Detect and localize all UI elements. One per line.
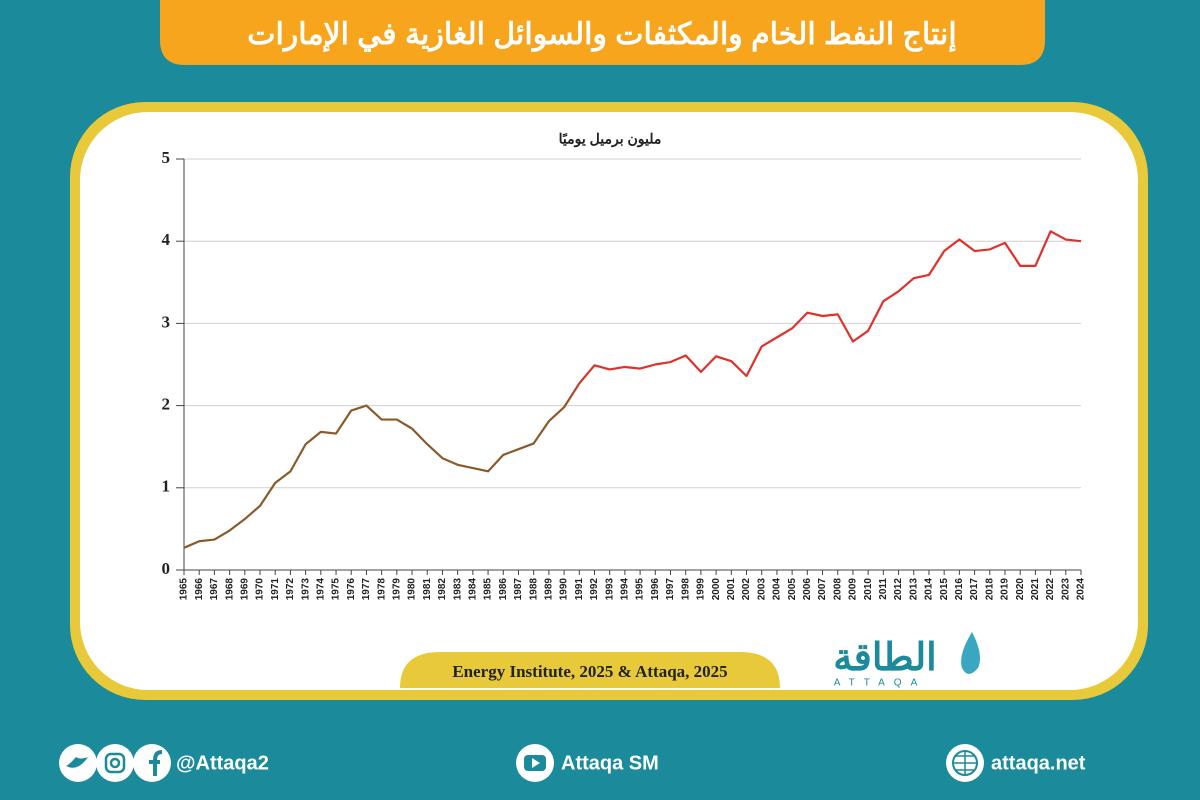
x-tick-label: 1979 xyxy=(391,578,402,601)
x-tick-label: 1997 xyxy=(665,578,676,601)
instagram-lens xyxy=(109,757,121,769)
x-tick-label: 2009 xyxy=(848,578,859,601)
x-tick-label: 1987 xyxy=(513,578,524,601)
x-tick-label: 1991 xyxy=(574,578,585,601)
x-tick-label: 2004 xyxy=(772,578,783,601)
x-tick-label: 2014 xyxy=(924,578,935,601)
x-tick-label: 2001 xyxy=(726,578,737,601)
social-handle[interactable]: @Attaqa2 xyxy=(176,752,269,774)
youtube-handle[interactable]: Attaqa SM xyxy=(561,752,659,774)
x-tick-label: 2008 xyxy=(832,578,843,601)
x-tick-label: 2006 xyxy=(802,578,813,601)
x-tick-label: 2017 xyxy=(969,578,980,601)
x-tick-label: 2021 xyxy=(1030,578,1041,601)
logo-latin: ATTAQA xyxy=(834,678,927,689)
y-tick-label: 1 xyxy=(162,477,171,496)
x-tick-label: 1995 xyxy=(635,578,646,601)
x-tick-label: 1967 xyxy=(209,578,220,601)
data-line xyxy=(183,230,1082,549)
x-tick-label: 1998 xyxy=(680,578,691,601)
logo-drop xyxy=(961,632,980,674)
x-tick-label: 1976 xyxy=(346,578,357,601)
x-tick-label: 2013 xyxy=(908,578,919,601)
x-tick-label: 1969 xyxy=(239,578,250,601)
y-tick-label: 3 xyxy=(162,312,171,331)
x-tick-label: 1990 xyxy=(559,578,570,601)
x-tick-label: 1977 xyxy=(361,578,372,601)
y-tick-label: 2 xyxy=(162,395,171,414)
x-tick-label: 1968 xyxy=(224,578,235,601)
y-tick-label: 0 xyxy=(162,559,171,578)
x-tick-label: 2007 xyxy=(817,578,828,601)
x-tick-label: 2003 xyxy=(756,578,767,601)
y-tick-label: 4 xyxy=(162,230,171,249)
x-tick-label: 2023 xyxy=(1060,578,1071,601)
x-tick-label: 1993 xyxy=(604,578,615,601)
web-link[interactable]: attaqa.net xyxy=(991,752,1086,774)
x-tick-label: 2015 xyxy=(939,578,950,601)
x-tick-label: 1985 xyxy=(483,578,494,601)
x-tick-label: 1972 xyxy=(285,578,296,601)
x-tick-label: 1988 xyxy=(528,578,539,601)
twitter-glyph xyxy=(66,757,88,768)
card xyxy=(80,112,1138,690)
x-tick-label: 2022 xyxy=(1045,578,1056,601)
x-tick-label: 1983 xyxy=(452,578,463,601)
x-tick-label: 1970 xyxy=(255,578,266,601)
instagram-glyph xyxy=(104,752,126,774)
x-tick-label: 1982 xyxy=(437,578,448,601)
title: إنتاج النفط الخام والمكثفات والسوائل الغ… xyxy=(247,18,957,53)
youtube-play xyxy=(532,758,540,768)
title-banner xyxy=(160,0,1045,65)
x-tick-label: 1971 xyxy=(270,578,281,601)
x-tick-label: 1992 xyxy=(589,578,600,601)
x-tick-label: 2018 xyxy=(984,578,995,601)
y-tick-label: 5 xyxy=(162,148,171,167)
facebook-glyph xyxy=(149,750,163,776)
source-tab xyxy=(400,652,780,688)
instagram-icon[interactable] xyxy=(96,744,134,782)
x-tick-label: 1999 xyxy=(696,578,707,601)
plot: 0 1 2 3 4 5 1965 1966 1967 1968 1969 1970 1971 1972 19… xyxy=(162,148,1087,600)
x-tick-label: 1981 xyxy=(422,578,433,601)
x-tick-label: 2020 xyxy=(1015,578,1026,601)
x-tick-label: 2010 xyxy=(863,578,874,601)
y-axis-label: مليون برميل يوميًا xyxy=(559,131,662,148)
x-tick-label: 2024 xyxy=(1076,578,1087,601)
x-tick-label: 1996 xyxy=(650,578,661,601)
x-tick-label: 1973 xyxy=(300,578,311,601)
logo-name: الطاقة xyxy=(833,637,936,679)
x-tick-label: 1978 xyxy=(376,578,387,601)
x-tick-label: 2000 xyxy=(711,578,722,601)
x-tick-label: 1975 xyxy=(331,578,342,601)
x-tick-label: 1986 xyxy=(498,578,509,601)
x-tick-label: 2019 xyxy=(1000,578,1011,601)
x-tick-label: 1980 xyxy=(407,578,418,601)
x-tick-label: 2002 xyxy=(741,578,752,601)
globe-lines xyxy=(953,751,977,775)
x-tick-label: 2016 xyxy=(954,578,965,601)
x-tick-label: 1974 xyxy=(315,578,326,601)
x-tick-label: 2011 xyxy=(878,578,889,600)
x-tick-label: 2005 xyxy=(787,578,798,601)
x-tick-label: 1984 xyxy=(468,578,479,601)
x-tick-label: 2012 xyxy=(893,578,904,601)
x-tick-label: 1965 xyxy=(179,578,190,601)
x-tick-label: 1966 xyxy=(194,578,205,601)
social-icons xyxy=(59,744,171,782)
x-tick-label: 1994 xyxy=(620,578,631,601)
source: Energy Institute, 2025 & Attaqa, 2025 xyxy=(452,662,727,681)
x-tick-label: 1989 xyxy=(544,578,555,601)
